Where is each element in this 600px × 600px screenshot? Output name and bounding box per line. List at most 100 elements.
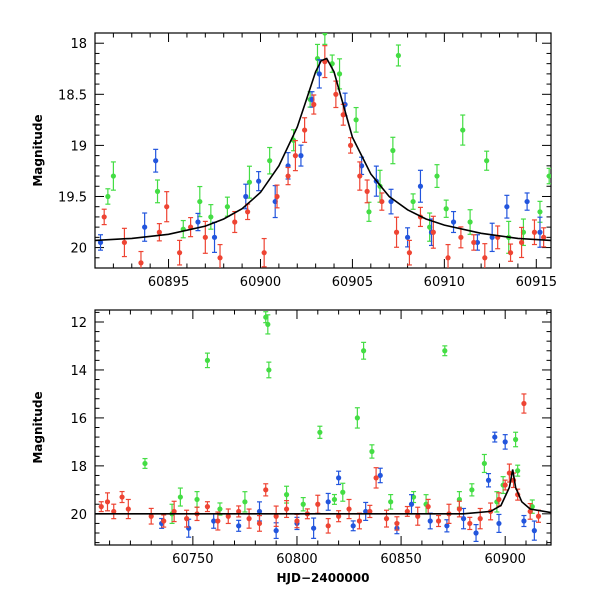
plot-area xyxy=(95,311,551,543)
data-point-green xyxy=(283,492,290,498)
data-point-red xyxy=(404,508,410,515)
data-point-red xyxy=(302,127,308,133)
data-point-red xyxy=(111,508,117,515)
data-point-green xyxy=(442,348,448,354)
y-tick-label: 18 xyxy=(70,460,87,475)
data-point-green xyxy=(460,127,466,133)
data-point-green xyxy=(340,489,346,495)
data-point-green xyxy=(529,504,535,510)
data-point-red xyxy=(274,193,280,200)
data-point-green xyxy=(105,193,111,200)
data-point-red xyxy=(430,229,436,235)
data-point-blue xyxy=(273,528,279,534)
data-point-red xyxy=(346,506,352,512)
data-point-red xyxy=(273,513,279,519)
data-point-red xyxy=(367,508,373,515)
y-tick-label: 20 xyxy=(70,508,87,523)
y-tick-label: 12 xyxy=(70,316,87,331)
top-panel: 60895 60900 60905 60910 60915 18 18.5 19 19.5 20 M… xyxy=(31,32,557,290)
model-curve xyxy=(95,469,551,515)
y-tick-label: 18 xyxy=(70,37,87,52)
data-point-red xyxy=(156,229,162,235)
data-point-green xyxy=(484,158,490,164)
data-point-green xyxy=(336,71,343,77)
data-point-blue xyxy=(325,499,331,505)
data-point-green xyxy=(154,188,161,194)
data-point-green xyxy=(353,117,359,123)
plot-frame xyxy=(94,309,552,546)
data-point-blue xyxy=(521,518,527,524)
data-point-red xyxy=(347,142,354,148)
data-point-red xyxy=(435,518,442,524)
data-point-red xyxy=(283,506,290,512)
data-point-red xyxy=(101,214,107,220)
data-point-red xyxy=(394,520,400,527)
data-point-red xyxy=(164,204,170,210)
plot-area xyxy=(95,33,551,268)
data-point-red xyxy=(406,250,413,256)
data-point-green xyxy=(208,214,214,220)
data-point-red xyxy=(336,513,342,519)
data-point-red xyxy=(138,260,144,266)
data-point-red xyxy=(333,91,339,97)
data-point-red xyxy=(232,219,238,225)
data-point-red xyxy=(471,239,477,246)
data-point-red xyxy=(119,494,125,500)
data-point-green xyxy=(410,198,416,205)
data-point-red xyxy=(161,518,167,524)
data-point-green xyxy=(197,198,203,205)
data-point-blue xyxy=(153,158,159,164)
data-point-green xyxy=(300,501,306,507)
data-point-blue xyxy=(316,71,322,77)
data-point-blue xyxy=(97,239,104,246)
data-point-green xyxy=(110,173,116,179)
data-point-red xyxy=(325,523,331,529)
data-point-green xyxy=(204,357,211,363)
data-point-blue xyxy=(408,501,415,507)
data-point-blue xyxy=(404,234,411,240)
data-point-red xyxy=(393,229,400,235)
x-tick-label: 60910 xyxy=(424,275,465,290)
data-point-green xyxy=(481,460,487,467)
data-point-blue xyxy=(142,224,148,230)
data-point-blue xyxy=(485,477,492,483)
data-point-blue xyxy=(377,472,383,479)
data-point-red xyxy=(535,513,542,519)
data-point-red xyxy=(263,487,269,493)
data-point-red xyxy=(236,508,242,515)
data-point-blue xyxy=(531,528,537,534)
data-point-red xyxy=(184,516,190,522)
data-point-blue xyxy=(211,234,218,240)
data-point-green xyxy=(265,321,271,327)
x-tick-label: 60750 xyxy=(172,552,213,567)
data-point-red xyxy=(527,508,533,515)
model-curve xyxy=(95,57,551,242)
data-point-red xyxy=(458,234,464,240)
data-point-blue xyxy=(524,198,530,205)
data-point-red xyxy=(467,520,473,527)
data-point-blue xyxy=(363,508,369,515)
data-point-red xyxy=(215,518,221,524)
data-point-red xyxy=(518,239,525,246)
data-point-red xyxy=(294,518,300,524)
data-point-green xyxy=(242,499,248,505)
data-point-red xyxy=(311,101,317,108)
y-tick-label: 19 xyxy=(70,139,87,154)
data-point-red xyxy=(285,173,291,179)
data-point-blue xyxy=(311,525,317,531)
x-axis-title: HJD−2400000 xyxy=(277,571,370,585)
data-point-blue xyxy=(489,234,495,240)
data-point-red xyxy=(176,250,183,256)
data-point-red xyxy=(204,504,211,510)
data-point-red xyxy=(456,506,462,512)
data-point-blue xyxy=(388,198,394,205)
data-point-red xyxy=(379,198,385,205)
x-tick-label: 60900 xyxy=(240,275,281,290)
data-point-green xyxy=(388,499,394,505)
data-point-red xyxy=(292,153,299,159)
data-point-blue xyxy=(256,508,263,515)
data-point-red xyxy=(217,255,223,261)
data-point-red xyxy=(104,499,111,505)
data-point-green xyxy=(546,173,551,179)
data-point-green xyxy=(361,348,367,354)
